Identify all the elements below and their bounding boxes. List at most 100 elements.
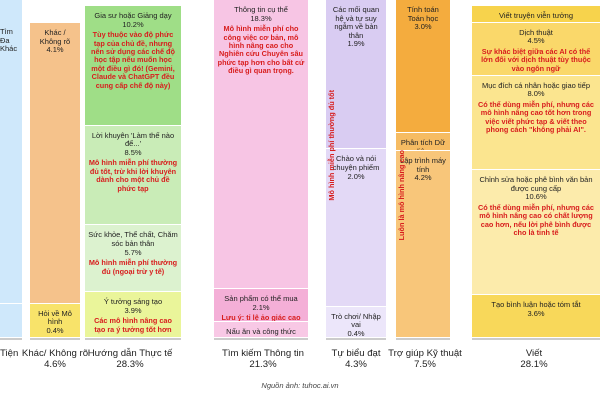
column-axis-tick (396, 338, 450, 340)
cell-label: Lời khuyên 'Làm thế nào để...' (91, 130, 175, 149)
cell-label: Phân tích Dữ liệu (400, 138, 446, 151)
cell-value: 4.5% (527, 36, 545, 46)
treemap-cell: Trò chơi/ Nhập vai 0.4% (326, 306, 386, 338)
cell-value: 5.7% (124, 247, 142, 257)
treemap-cell: Các mối quan hệ và tự suy ngẫm về bản th… (326, 0, 386, 150)
treemap-cell: Thông tin cụ thể 18.3% Mô hình miễn phí ch… (214, 0, 308, 290)
cell-label: Viết truyện viễn tưởng (498, 11, 573, 20)
column-vertical-note: Luôn là mô hình nâng cao (397, 150, 406, 241)
category-label: Viết 28.1% (474, 348, 594, 370)
category-label: Trợ giúp Kỹ thuật 7.5% (365, 348, 485, 370)
treemap-cell: Lập trình máy tính 4.2% (396, 151, 450, 338)
column-axis-tick (326, 338, 386, 340)
category-name: Khác/ Không rõ (21, 348, 89, 359)
treemap-cell: Chào và nói chuyện phiếm 2.0% (326, 149, 386, 307)
cell-label: Sản phẩm có thể mua (224, 294, 298, 304)
cell-value: 4.1% (46, 45, 64, 55)
cell-label: ... (0, 331, 7, 338)
category-label: Tự biểu đạt 4.3% (296, 348, 416, 370)
cell-value: 0.9% (217, 336, 305, 337)
treemap-cell: Sức khỏe, Thể chất, Chăm sóc bản thân 5.7… (85, 225, 181, 293)
category-label: Hướng dẫn Thực tế 28.3% (70, 348, 190, 370)
cell-value: 0.4% (347, 328, 365, 338)
column-axis-tick (30, 338, 80, 340)
cell-label: Gia sư hoặc Giảng dạy (94, 11, 172, 20)
column-axis-tick (85, 338, 181, 340)
column-axis-tick (214, 338, 308, 340)
cell-label: Khác / Không rõ (39, 28, 71, 46)
treemap-cell: Phân tích Dữ liệu0.4% (396, 133, 450, 152)
cell-label: Sức khỏe, Thể chất, Chăm sóc bản thân (88, 230, 178, 248)
treemap-cell: Gia sư hoặc Giảng dạy 10.2% Tùy thuộc vào … (85, 6, 181, 126)
cell-value: 3.9% (124, 305, 142, 315)
cell-label: Thông tin cụ thể (234, 5, 288, 14)
cell-label: Nấu ăn và công thức (226, 327, 296, 337)
treemap-cell: Viết truyện viễn tưởng1.4% (472, 6, 600, 23)
category-label: Tìm kiếm Thông tin 21.3% (203, 348, 323, 370)
treemap-cell: Khác / Không rõ 4.1% (30, 23, 80, 304)
column-axis-tick (472, 338, 600, 340)
cell-note: Mô hình miễn phí thường đủ tốt, trừ khi … (88, 158, 178, 193)
cell-label: Hỏi về Mô hình (38, 308, 72, 327)
cell-note: Lưu ý: tỉ lệ ảo giác cao hơn nhiều đối v… (221, 313, 301, 323)
category-name: Tiện (0, 348, 19, 359)
category-name: Hướng dẫn Thực tế (87, 348, 173, 359)
category-percent: 4.6% (44, 359, 66, 370)
treemap-cell: Sản phẩm có thể mua 2.1% Lưu ý: tỉ lệ ảo g… (214, 289, 308, 323)
category-name: Tìm kiếm Thông tin (222, 348, 304, 359)
cell-note: Mô hình miễn phí cho công việc cơ bản, m… (217, 24, 305, 76)
cell-value: 0.4% (46, 325, 64, 335)
cell-label: Tính toán Toán học (407, 5, 439, 23)
treemap-cell: Tính toán Toán học 3.0% (396, 0, 450, 134)
cell-value: 18.3% (250, 13, 272, 23)
cell-label: Chỉnh sửa hoặc phê bình văn bản được cun… (479, 175, 593, 193)
treemap-cell: Chỉnh sửa hoặc phê bình văn bản được cun… (472, 170, 600, 296)
cell-value: 1.9% (347, 39, 365, 49)
category-name: Tự biểu đạt (331, 348, 381, 359)
column-vertical-note: Mô hình miễn phí thường đủ tốt (327, 90, 336, 201)
cell-label: Tạo bình luận hoặc tóm tắt (491, 300, 581, 310)
treemap-cell: Ý tưởng sáng tạo 3.9% Các mô hình nâng cao… (85, 292, 181, 338)
cell-value: 2.1% (252, 302, 270, 312)
cell-value: 8.5% (124, 147, 142, 157)
category-percent: 4.3% (345, 359, 367, 370)
cell-label: Chào và nói chuyện phiếm (332, 154, 380, 172)
cell-value: 3.0% (414, 22, 432, 32)
category-percent: 7.5% (414, 359, 436, 370)
cell-note: Tùy thuộc vào độ phức tạp của chủ đề, nh… (91, 30, 175, 90)
cell-label: Trò chơi/ Nhập vai (331, 311, 381, 330)
cell-value: 4.2% (414, 173, 432, 183)
column-axis-tick (0, 338, 22, 340)
category-name: Trợ giúp Kỹ thuật (388, 348, 462, 359)
treemap-cell: Mục đích cá nhân hoặc giao tiếp 8.0% Có th… (472, 75, 600, 171)
treemap-cell: Lời khuyên 'Làm thế nào để...' 8.5% Mô hìn… (85, 125, 181, 226)
treemap-cell: Tạo bình luận hoặc tóm tắt 3.6% (472, 295, 600, 338)
treemap-cell: Tìm Đa Khác (0, 0, 22, 305)
cell-note: Các mô hình nâng cao tạo ra ý tưởng tốt … (94, 316, 172, 334)
category-percent: 21.3% (249, 359, 277, 370)
cell-value: 3.6% (527, 309, 545, 319)
cell-label: Lập trình máy tính (400, 156, 446, 174)
treemap-cell: Dịch thuật 4.5% Sự khác biệt giữa các AI c… (472, 22, 600, 76)
cell-note: Có thể dùng miễn phí, nhưng các mô hình … (478, 203, 594, 238)
cell-value: 2.0% (347, 171, 365, 181)
treemap-cell: ... (0, 304, 22, 338)
cell-value: 8.0% (527, 89, 545, 99)
treemap-cell: Nấu ăn và công thức0.9% (214, 322, 308, 338)
cell-value: 1.4% (475, 20, 597, 22)
cell-label: Tìm Đa Khác (0, 27, 18, 54)
cell-label: Dịch thuật (519, 27, 553, 37)
category-percent: 28.3% (116, 359, 144, 370)
category-percent: 28.1% (520, 359, 548, 370)
treemap-cell: Hỏi về Mô hình 0.4% (30, 303, 80, 338)
cell-note: Mô hình miễn phí thường đủ (ngoại trừ y … (88, 258, 178, 276)
category-label: Tiện (0, 348, 30, 359)
cell-value: 10.2% (122, 19, 144, 29)
category-label: Khác/ Không rõ 4.6% (0, 348, 115, 370)
cell-label: Mục đích cá nhân hoặc giao tiếp (482, 80, 590, 90)
category-name: Viết (525, 348, 543, 359)
cell-label: Các mối quan hệ và tự suy ngẫm về bản th… (332, 5, 380, 40)
cell-value: 10.6% (525, 192, 547, 202)
cell-label: Ý tưởng sáng tạo (103, 297, 163, 307)
